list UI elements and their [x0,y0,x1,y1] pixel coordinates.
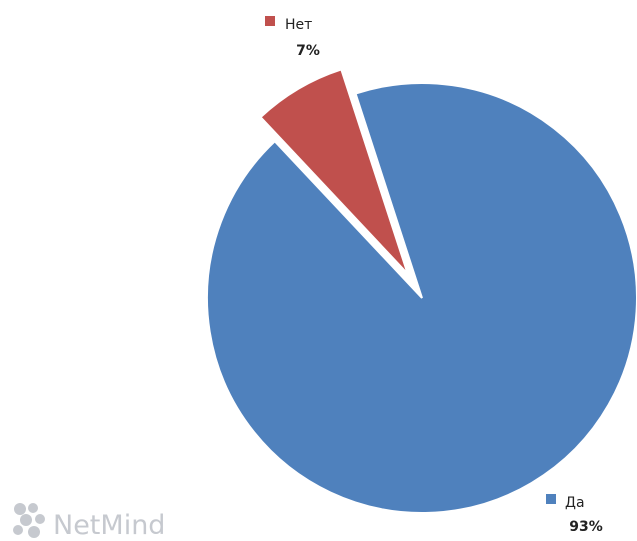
pie-labels: Да 93% Нет 7% [265,16,603,535]
slice-name-label: Да [565,495,585,511]
slice-name-label: Нет [285,17,312,33]
pie-slices [206,68,637,514]
pie-slice [259,68,409,275]
netmind-logo-icon [13,503,45,538]
watermark-text: NetMind [53,510,165,541]
legend-marker [265,16,275,26]
slice-value-label: 7% [296,43,320,59]
slice-value-label: 93% [569,519,603,535]
pie-slice [206,82,637,514]
watermark: NetMind [13,503,165,541]
legend-marker [546,494,556,504]
